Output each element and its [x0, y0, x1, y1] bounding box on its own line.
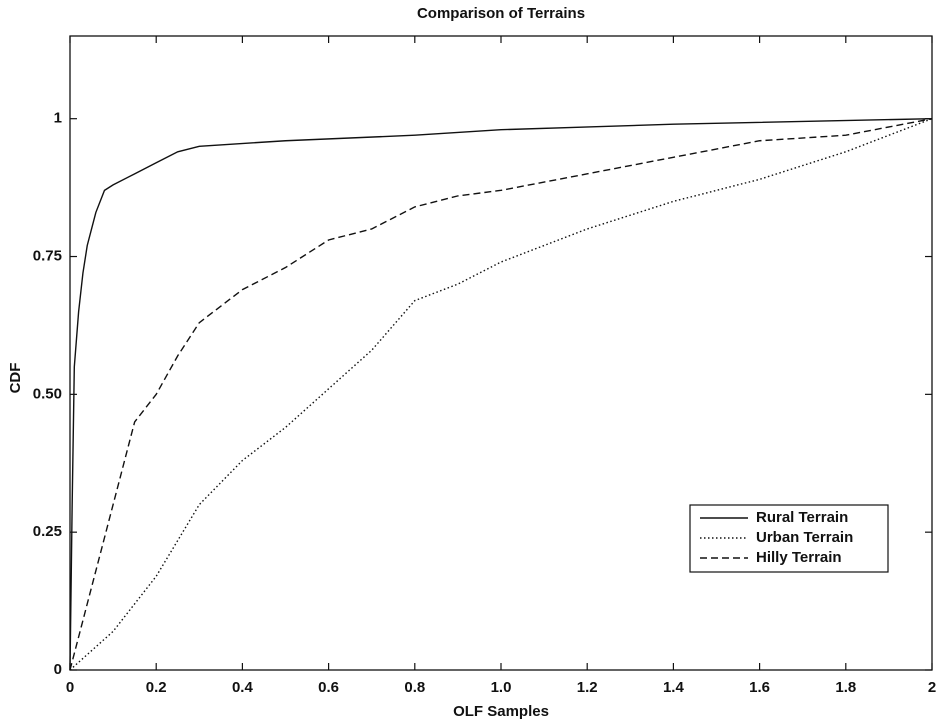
line-series	[69, 118, 933, 671]
line-series	[69, 118, 933, 671]
x-tick-label: 1.6	[749, 679, 770, 696]
y-tick-label: 1	[54, 110, 62, 127]
x-tick-label: 0.2	[146, 679, 167, 696]
x-tick-label: 0	[66, 679, 74, 696]
legend-label: Urban Terrain	[756, 529, 853, 546]
x-tick-label: 1.0	[491, 679, 512, 696]
line-series	[69, 118, 933, 671]
x-tick-label: 0.8	[404, 679, 425, 696]
legend-box	[689, 504, 889, 573]
x-tick-label: 1.8	[835, 679, 856, 696]
y-axis-label: CDF	[7, 363, 24, 394]
chart-title: Comparison of Terrains	[417, 5, 585, 22]
x-tick-label: 1.4	[663, 679, 685, 696]
y-tick-label: 0.25	[33, 523, 62, 540]
y-tick-label: 0.50	[33, 385, 62, 402]
plot-frame	[69, 35, 933, 671]
x-tick-label: 1.2	[577, 679, 598, 696]
x-tick-label: 0.6	[318, 679, 339, 696]
legend-label: Rural Terrain	[756, 509, 848, 526]
x-tick-label: 2	[928, 679, 936, 696]
x-axis-label: OLF Samples	[453, 703, 549, 720]
legend-label: Hilly Terrain	[756, 549, 842, 566]
y-tick-label: 0	[54, 661, 62, 678]
y-tick-label: 0.75	[33, 247, 62, 264]
x-tick-label: 0.4	[232, 679, 254, 696]
